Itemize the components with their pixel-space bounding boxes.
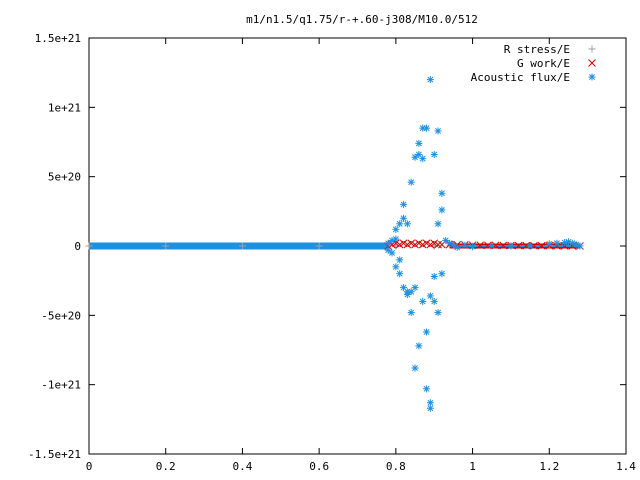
y-tick-label: -1.5e+21: [28, 448, 81, 461]
x-tick-label: 0.6: [309, 460, 329, 473]
acoustic-flux-point: [403, 220, 411, 228]
y-tick-label: 1e+21: [48, 101, 81, 114]
acoustic-flux-point: [438, 270, 446, 278]
acoustic-flux-point: [411, 364, 419, 372]
acoustic-flux-point: [526, 242, 534, 250]
g-work-point: [499, 241, 508, 250]
acoustic-flux-point: [407, 178, 415, 186]
acoustic-flux-point: [423, 328, 431, 336]
acoustic-flux-point: [423, 385, 431, 393]
acoustic-flux-point: [415, 342, 423, 350]
legend-g-work-label: G work/E: [517, 57, 570, 70]
legend-acoustic-flux-marker: [588, 73, 596, 81]
r-stress-point: [85, 242, 93, 250]
acoustic-flux-point: [553, 239, 561, 247]
acoustic-flux-point: [392, 225, 400, 233]
g-work-point: [434, 240, 442, 249]
legend-r-stress-marker: [588, 45, 596, 53]
y-tick-label: -1e+21: [41, 379, 81, 392]
acoustic-flux-point: [400, 214, 408, 222]
acoustic-flux-point: [384, 246, 392, 254]
acoustic-flux-point: [438, 206, 446, 214]
acoustic-flux-point: [469, 243, 477, 251]
y-tick-label: 5e+20: [48, 171, 81, 184]
acoustic-flux-point: [411, 284, 419, 292]
y-tick-label: 0: [74, 240, 81, 253]
g-work-point: [514, 241, 523, 250]
acoustic-flux-point: [430, 297, 438, 305]
x-tick-label: 0.8: [386, 460, 406, 473]
r-stress-point: [315, 242, 323, 250]
x-tick-label: 1.4: [616, 460, 636, 473]
axes: 0 0.2 0.4 0.6 0.8 1 1.2 1.4 1.5e+21 1e+21 5e+20 0 -5…: [28, 32, 636, 473]
acoustic-flux-point: [545, 240, 553, 248]
acoustic-flux-point: [426, 292, 434, 300]
acoustic-flux-point: [576, 242, 584, 250]
acoustic-flux-point: [430, 150, 438, 158]
x-tick-label: 1: [469, 460, 476, 473]
g-work-point: [476, 241, 485, 250]
legend-g-work-marker: [588, 59, 596, 67]
acoustic-flux-point: [453, 243, 461, 251]
acoustic-flux-point: [392, 235, 400, 243]
acoustic-flux-point: [423, 124, 431, 132]
acoustic-flux-point: [411, 153, 419, 161]
acoustic-flux-point: [434, 127, 442, 135]
r-stress-point: [162, 242, 170, 250]
x-tick-label: 0: [86, 460, 93, 473]
x-tick-label: 0.4: [232, 460, 252, 473]
x-tick-label: 1.2: [539, 460, 559, 473]
r-stress-point: [238, 242, 246, 250]
acoustic-flux-point: [419, 297, 427, 305]
chart-title: m1/n1.5/q1.75/r-+.60-j308/M10.0/512: [246, 13, 478, 26]
acoustic-flux-point: [415, 139, 423, 147]
acoustic-flux-point: [507, 242, 515, 250]
legend-acoustic-flux-label: Acoustic flux/E: [471, 71, 570, 84]
y-tick-label: 1.5e+21: [35, 32, 81, 45]
acoustic-flux-point: [392, 263, 400, 271]
acoustic-flux-point: [388, 249, 396, 257]
acoustic-flux-point: [434, 220, 442, 228]
acoustic-flux-point: [434, 309, 442, 317]
acoustic-flux-point: [430, 273, 438, 281]
g-work-point: [537, 241, 546, 250]
acoustic-flux-point: [442, 236, 450, 244]
x-tick-label: 0.2: [156, 460, 176, 473]
acoustic-flux-point: [396, 270, 404, 278]
acoustic-flux-point: [419, 155, 427, 163]
acoustic-flux-point: [438, 189, 446, 197]
acoustic-flux-point: [396, 220, 404, 228]
acoustic-flux-point: [400, 200, 408, 208]
acoustic-flux-point: [426, 76, 434, 84]
acoustic-flux-point: [488, 242, 496, 250]
acoustic-flux-point: [449, 241, 457, 249]
acoustic-flux-point: [461, 241, 469, 249]
acoustic-flux-point: [384, 239, 392, 247]
acoustic-flux-point: [396, 256, 404, 264]
y-tick-label: -5e+20: [41, 309, 81, 322]
acoustic-flux-point: [407, 309, 415, 317]
acoustic-flux-point: [426, 404, 434, 412]
data-marks: [85, 76, 584, 412]
legend-r-stress-label: R stress/E: [504, 43, 570, 56]
